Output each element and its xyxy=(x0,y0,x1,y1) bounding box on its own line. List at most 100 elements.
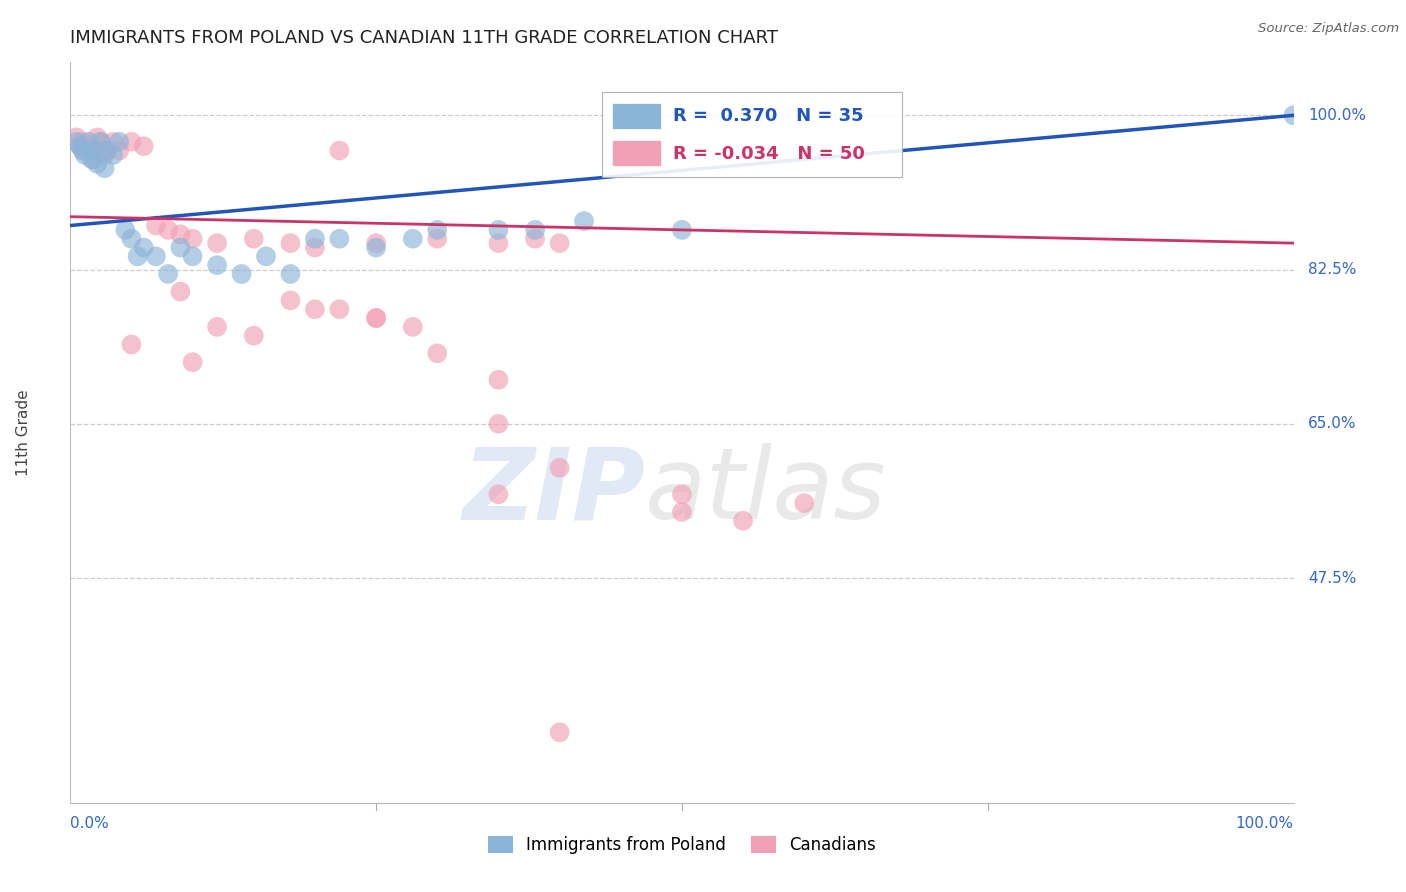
Point xyxy=(96,144,118,158)
Text: R = -0.034   N = 50: R = -0.034 N = 50 xyxy=(673,145,865,162)
Point xyxy=(73,144,96,158)
Point xyxy=(169,240,191,255)
Point xyxy=(83,144,105,158)
Point xyxy=(169,227,191,242)
Text: Source: ZipAtlas.com: Source: ZipAtlas.com xyxy=(1258,22,1399,36)
Point xyxy=(86,157,108,171)
Point xyxy=(328,302,350,317)
Point xyxy=(90,135,112,149)
Point xyxy=(524,223,547,237)
Point xyxy=(181,355,204,369)
Text: 0.0%: 0.0% xyxy=(70,816,110,831)
Text: 100.0%: 100.0% xyxy=(1308,108,1367,123)
Point xyxy=(488,223,510,237)
Point xyxy=(69,139,91,153)
Point xyxy=(426,223,449,237)
Point xyxy=(366,236,388,251)
Point xyxy=(101,135,124,149)
Point xyxy=(488,487,510,501)
Point xyxy=(121,337,143,351)
Point xyxy=(366,311,388,326)
Point xyxy=(671,223,693,237)
Point xyxy=(157,223,180,237)
Point xyxy=(426,346,449,360)
Point xyxy=(121,135,143,149)
Point xyxy=(1282,108,1305,122)
FancyBboxPatch shape xyxy=(602,92,903,178)
Text: atlas: atlas xyxy=(645,443,887,541)
Point xyxy=(132,139,155,153)
Point xyxy=(548,236,571,251)
Point xyxy=(243,328,266,343)
Point xyxy=(96,144,118,158)
Point xyxy=(101,148,124,162)
Point xyxy=(145,249,167,263)
Point xyxy=(548,461,571,475)
Text: IMMIGRANTS FROM POLAND VS CANADIAN 11TH GRADE CORRELATION CHART: IMMIGRANTS FROM POLAND VS CANADIAN 11TH … xyxy=(70,29,779,47)
Point xyxy=(254,249,277,263)
Text: 82.5%: 82.5% xyxy=(1308,262,1357,277)
Point xyxy=(65,135,87,149)
Point xyxy=(205,319,228,334)
Point xyxy=(366,311,388,326)
Text: 100.0%: 100.0% xyxy=(1236,816,1294,831)
Point xyxy=(132,240,155,255)
Point xyxy=(108,144,131,158)
Point xyxy=(108,135,131,149)
Point xyxy=(548,725,571,739)
FancyBboxPatch shape xyxy=(612,140,661,166)
Point xyxy=(65,130,87,145)
FancyBboxPatch shape xyxy=(612,103,661,129)
Point xyxy=(77,135,100,149)
Point xyxy=(205,258,228,272)
Point xyxy=(304,302,326,317)
Point xyxy=(69,139,91,153)
Legend: Immigrants from Poland, Canadians: Immigrants from Poland, Canadians xyxy=(481,830,883,861)
Point xyxy=(169,285,191,299)
Point xyxy=(402,319,425,334)
Text: R =  0.370   N = 35: R = 0.370 N = 35 xyxy=(673,108,863,126)
Point xyxy=(671,505,693,519)
Point xyxy=(488,373,510,387)
Point xyxy=(328,144,350,158)
Point xyxy=(304,232,326,246)
Point xyxy=(72,144,94,158)
Point xyxy=(73,148,96,162)
Point xyxy=(793,496,815,510)
Point xyxy=(127,249,149,263)
Point xyxy=(90,135,112,149)
Point xyxy=(83,144,105,158)
Point xyxy=(426,232,449,246)
Point xyxy=(181,249,204,263)
Point xyxy=(205,236,228,251)
Point xyxy=(145,219,167,233)
Point xyxy=(366,240,388,255)
Point xyxy=(488,417,510,431)
Text: 47.5%: 47.5% xyxy=(1308,571,1357,585)
Point xyxy=(304,240,326,255)
Point xyxy=(280,236,302,251)
Text: 65.0%: 65.0% xyxy=(1308,417,1357,432)
Point xyxy=(572,214,595,228)
Point xyxy=(280,267,302,281)
Point xyxy=(488,236,510,251)
Point xyxy=(157,267,180,281)
Point xyxy=(671,487,693,501)
Point xyxy=(77,139,100,153)
Point xyxy=(82,153,104,167)
Point xyxy=(82,153,104,167)
Point xyxy=(93,148,115,162)
Text: ZIP: ZIP xyxy=(463,443,645,541)
Point xyxy=(402,232,425,246)
Point xyxy=(328,232,350,246)
Point xyxy=(524,232,547,246)
Point xyxy=(231,267,253,281)
Point xyxy=(733,514,755,528)
Point xyxy=(280,293,302,308)
Point xyxy=(121,232,143,246)
Point xyxy=(181,232,204,246)
Text: 11th Grade: 11th Grade xyxy=(17,389,31,476)
Point xyxy=(114,223,136,237)
Point xyxy=(243,232,266,246)
Point xyxy=(86,130,108,145)
